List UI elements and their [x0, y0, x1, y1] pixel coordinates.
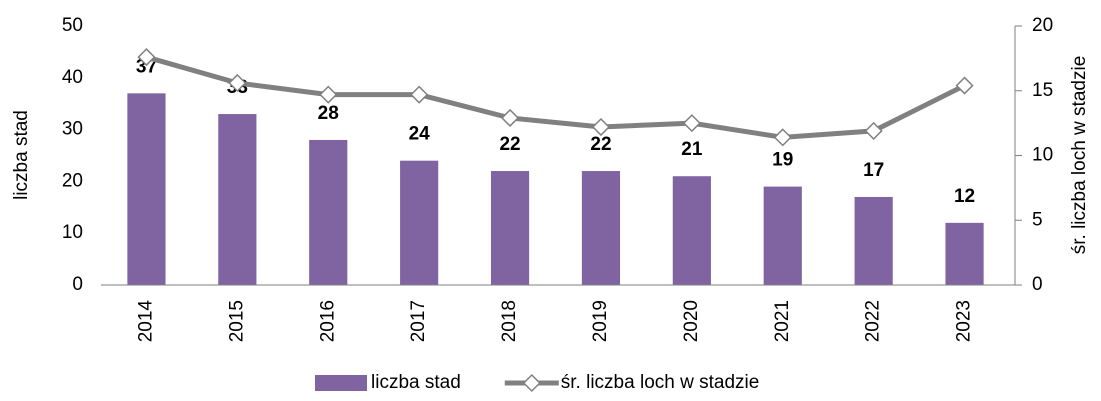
marker	[682, 114, 701, 133]
y2-tick-label: 0	[1032, 274, 1043, 295]
value-label: 22	[499, 134, 520, 155]
value-label: 37	[136, 56, 157, 77]
x-tick-label: 2018	[499, 300, 520, 342]
value-label: 21	[681, 139, 703, 160]
y2-axis-label: śr. liczba loch w stadzie	[1069, 56, 1090, 255]
legend-label: śr. liczba loch w stadzie	[561, 372, 760, 393]
x-tick-label: 2021	[772, 300, 793, 342]
x-tick-label: 2014	[135, 300, 156, 343]
bar	[581, 171, 621, 285]
marker	[319, 85, 338, 104]
y-tick-label: 10	[62, 222, 83, 243]
bar	[763, 186, 802, 285]
value-label: 17	[863, 160, 884, 181]
marker	[410, 85, 429, 104]
bar	[945, 222, 984, 285]
y-tick-label: 50	[62, 15, 83, 36]
x-tick-label: 2016	[317, 300, 338, 342]
bar	[218, 114, 257, 285]
x-tick-label: 2017	[408, 300, 429, 342]
bar	[400, 160, 439, 285]
marker	[500, 108, 520, 128]
x-tick-label: 2019	[590, 300, 611, 342]
legend-marker	[522, 373, 541, 393]
y-tick-label: 40	[62, 67, 83, 88]
y-axis-label: liczba stad	[11, 110, 32, 200]
legend-swatch	[315, 375, 367, 391]
value-label: 19	[772, 150, 793, 171]
marker	[955, 76, 974, 95]
marker	[228, 73, 247, 93]
bar	[309, 139, 348, 285]
value-label: 24	[409, 124, 431, 145]
x-tick-label: 2020	[681, 300, 702, 342]
x-tick-label: 2023	[954, 300, 975, 342]
marker	[773, 128, 792, 147]
x-tick-label: 2015	[226, 300, 247, 342]
marker	[591, 117, 611, 137]
y-tick-label: 0	[72, 274, 83, 295]
y2-tick-label: 15	[1032, 80, 1053, 101]
line	[145, 54, 966, 140]
y-tick-label: 20	[62, 170, 83, 191]
y2-tick-label: 10	[1032, 145, 1053, 166]
legend-label: liczba stad	[371, 372, 461, 393]
y2-tick-label: 20	[1032, 15, 1053, 36]
x-tick-label: 2022	[863, 300, 884, 342]
y2-tick-label: 5	[1032, 209, 1043, 230]
bar	[854, 196, 893, 285]
y-tick-label: 30	[62, 119, 83, 140]
value-label: 22	[590, 134, 611, 155]
value-label: 28	[318, 103, 339, 124]
bar	[127, 93, 166, 285]
bar	[490, 171, 530, 285]
value-label: 12	[954, 186, 975, 207]
bar	[672, 176, 711, 285]
marker	[137, 48, 156, 67]
marker	[864, 121, 883, 140]
